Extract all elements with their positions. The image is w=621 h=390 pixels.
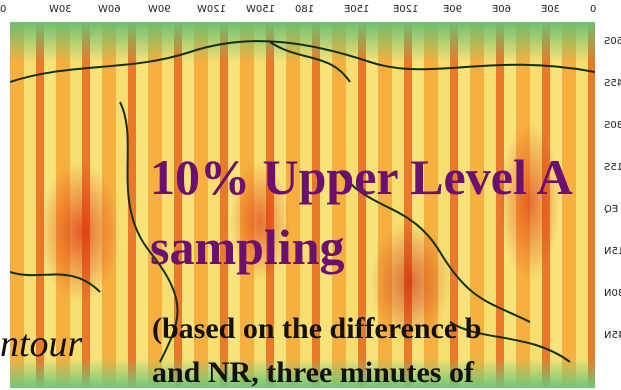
axis-label: 90E	[443, 4, 462, 15]
axis-label: 30W	[49, 4, 72, 15]
axis-label: 0	[590, 4, 596, 15]
axis-label: 60E	[492, 4, 511, 15]
axis-label: 30N	[604, 288, 621, 299]
coastline	[270, 42, 350, 82]
top-axis: 0 30W 60W 90W 120W 150W 180 150E 120E 90E 60E 30E 0	[0, 4, 600, 18]
axis-label: 15S	[604, 162, 621, 173]
axis-label: 45S	[604, 78, 621, 89]
slide: 0 30W 60W 90W 120W 150W 180 150E 120E 90E 60E 30E0 …	[0, 0, 621, 388]
axis-label: 0	[0, 4, 6, 15]
title: sampling	[150, 218, 345, 276]
body-text: and NR, three minutes of	[152, 356, 474, 390]
axis-label: 180	[295, 4, 314, 15]
coastline	[10, 272, 100, 292]
axis-label: 30S	[604, 120, 621, 131]
axis-label: 120E	[393, 4, 418, 15]
axis-label: 150E	[344, 4, 369, 15]
coastline	[10, 41, 595, 82]
right-axis: 60S 45S 30S 15S EQ 15N 30N 45N	[598, 22, 621, 388]
body-text: (based on the difference b	[152, 312, 481, 346]
axis-label: 120W	[197, 4, 226, 15]
axis-label: 150W	[246, 4, 275, 15]
axis-label: 45N	[604, 330, 621, 341]
axis-label: 90W	[148, 4, 171, 15]
axis-label: 60W	[98, 4, 121, 15]
title: 10% Upper Level A	[150, 148, 573, 206]
axis-label: 60S	[604, 36, 621, 47]
axis-label: 15N	[604, 246, 621, 257]
axis-label: EQ	[604, 204, 618, 215]
caption: ntour	[0, 322, 82, 366]
axis-label: 30E	[541, 4, 560, 15]
